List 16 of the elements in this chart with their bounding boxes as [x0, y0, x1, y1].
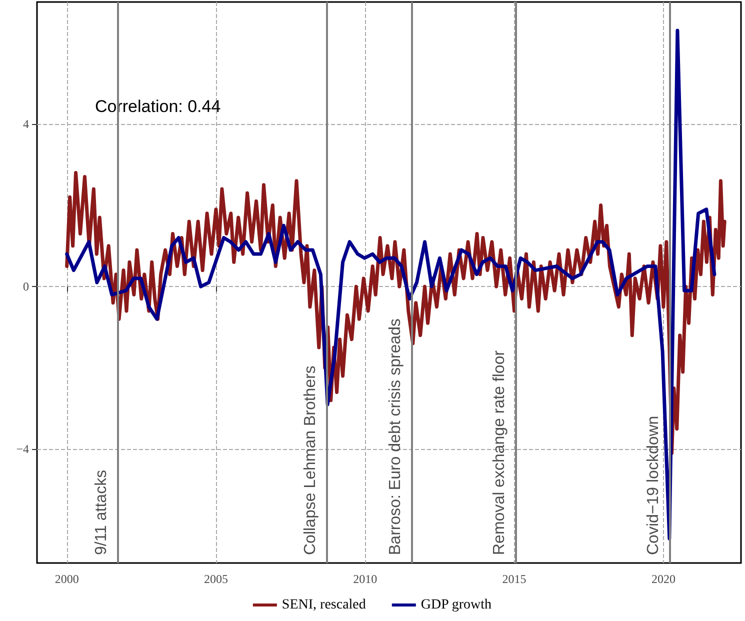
legend-label: SENI, rescaled [282, 598, 366, 612]
y-tick-label: −4 [16, 442, 29, 456]
ref-line-label: Covid−19 lockdown [644, 416, 662, 555]
ref-line-label: Barroso: Euro debt crisis spreads [387, 318, 404, 555]
x-tick-label: 2020 [651, 572, 676, 586]
x-tick-label: 2005 [204, 572, 228, 586]
ref-line-label: Collapse Lehman Brothers [302, 366, 320, 555]
y-tick-label: 0 [23, 280, 29, 294]
ref-line-label: 9/11 attacks [93, 470, 110, 555]
y-tick-label: 4 [23, 116, 29, 131]
annotation: Correlation: 0.44 [95, 97, 221, 116]
ref-line-label: Removal exchange rate floor [490, 350, 508, 555]
legend-label: GDP growth [420, 598, 492, 612]
x-tick-label: 2015 [502, 572, 526, 586]
x-tick-label: 2000 [54, 572, 79, 586]
x-tick-label: 2010 [353, 572, 378, 586]
